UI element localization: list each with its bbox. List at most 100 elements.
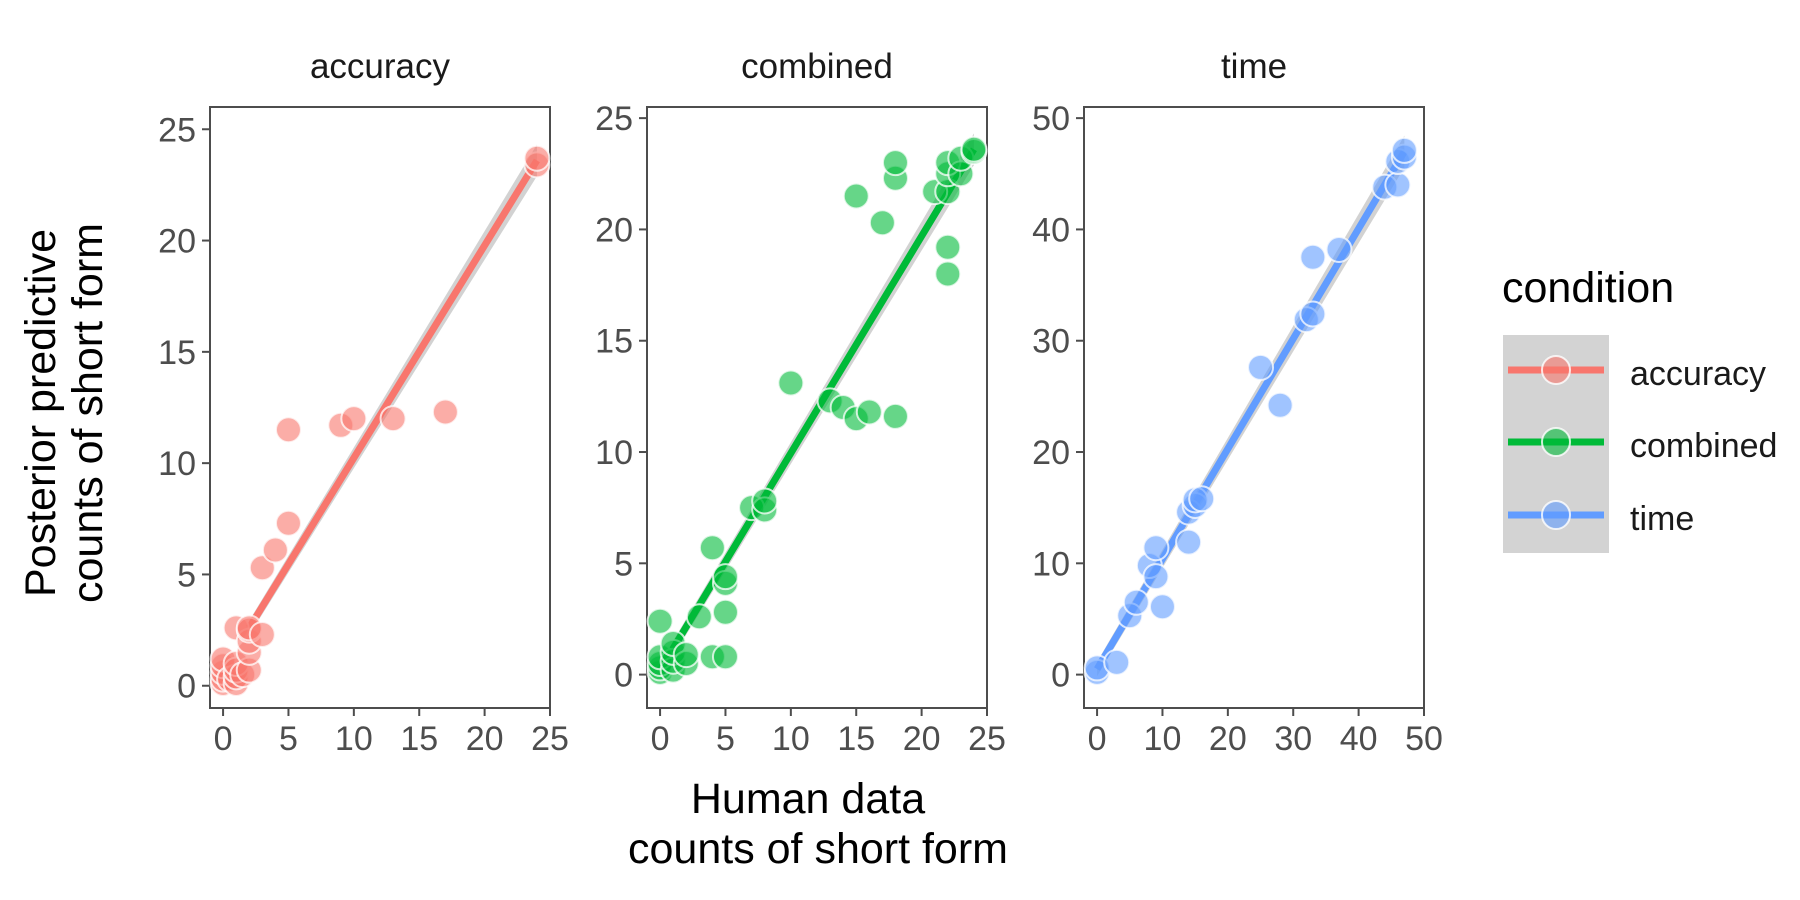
data-point-combined [646,607,674,635]
facet-title-time: time [1221,47,1287,86]
x-tick-label: 25 [531,720,569,758]
data-point-time [1142,534,1170,562]
data-point-combined [711,563,739,591]
y-tick-label: 5 [177,556,196,594]
x-tick-label: 20 [903,720,941,758]
legend-label-time: time [1630,500,1694,538]
data-point-combined [934,260,962,288]
y-axis-title-line2: counts of short form [64,223,112,603]
panel-frame-accuracy [209,106,551,709]
y-tick-label: 20 [595,211,633,249]
data-point-combined [855,398,883,426]
panel-time: time 0 10 20 30 40 50 0 10 20 30 40 50 [1032,47,1443,758]
data-point-time [1266,391,1294,419]
y-tick-label: 0 [614,657,633,695]
legend-keys [1508,355,1604,530]
legend-key-point [1541,500,1571,530]
data-point-time [1299,300,1327,328]
data-point-time [1384,171,1412,199]
data-point-combined [881,149,909,177]
y-tick-label: 10 [595,434,633,472]
y-tick-label: 50 [1032,100,1070,138]
y-axis-title-line1: Posterior predictive [17,229,65,597]
data-point-time [1299,243,1327,271]
data-point-combined [842,182,870,210]
data-point-accuracy [523,144,551,172]
data-point-accuracy [379,405,407,433]
legend-label-combined: combined [1630,427,1777,465]
x-tick-label: 20 [1209,720,1247,758]
data-point-accuracy [248,621,276,649]
y-tick-label: 10 [1032,545,1070,583]
data-point-combined [711,598,739,626]
data-point-combined [711,643,739,671]
facet-title-combined: combined [741,47,893,86]
legend: condition accuracy combined time [1502,264,1777,553]
data-point-combined [934,233,962,261]
data-point-time [1142,563,1170,591]
panel-accuracy: accuracy 0 5 10 15 20 25 0 5 10 15 20 25 [158,47,569,758]
data-point-combined [960,135,988,163]
legend-title: condition [1502,264,1674,312]
x-tick-label: 40 [1340,720,1378,758]
x-tick-label: 20 [466,720,504,758]
x-tick-label: 0 [1088,720,1107,758]
y-tick-label: 15 [158,334,196,372]
x-tick-label: 0 [214,720,233,758]
data-point-combined [751,487,779,515]
panels-layer: accuracy 0 5 10 15 20 25 0 5 10 15 20 25 combined 0 5 10… [158,47,1443,758]
data-point-accuracy [340,405,368,433]
data-point-accuracy [274,416,302,444]
data-point-combined [672,641,700,669]
data-point-accuracy [431,398,459,426]
y-tick-label: 0 [1051,657,1070,695]
data-point-time [1188,485,1216,513]
data-point-combined [698,534,726,562]
y-tick-label: 10 [158,445,196,483]
x-tick-label: 30 [1274,720,1312,758]
y-tick-label: 40 [1032,211,1070,249]
legend-key-point [1541,355,1571,385]
legend-label-accuracy: accuracy [1630,355,1766,393]
y-tick-label: 25 [158,111,196,149]
x-tick-label: 10 [335,720,373,758]
x-tick-label: 15 [837,720,875,758]
x-axis-title-line1: Human data [691,775,925,823]
data-point-combined [881,402,909,430]
y-tick-label: 25 [595,100,633,138]
x-axis-title-line2: counts of short form [628,825,1008,873]
x-tick-label: 25 [968,720,1006,758]
data-point-time [1390,136,1418,164]
legend-key-point [1541,427,1571,457]
data-point-time [1148,593,1176,621]
fit-line-accuracy [246,158,540,630]
panel-combined: combined 0 5 10 15 20 25 0 5 10 15 20 25 [595,47,1006,758]
y-tick-label: 15 [595,323,633,361]
x-tick-label: 10 [1144,720,1182,758]
facet-title-accuracy: accuracy [310,47,451,86]
data-point-time [1247,353,1275,381]
panel-frame-time [1083,106,1425,709]
y-tick-label: 5 [614,545,633,583]
x-tick-label: 0 [651,720,670,758]
data-point-time [1175,528,1203,556]
x-tick-label: 5 [279,720,298,758]
data-point-combined [685,603,713,631]
data-point-time [1325,235,1353,263]
data-point-combined [868,209,896,237]
data-point-accuracy [261,536,289,564]
y-tick-label: 20 [1032,434,1070,472]
fit-line-combined [657,147,977,672]
x-tick-label: 50 [1405,720,1443,758]
x-tick-label: 15 [400,720,438,758]
data-point-combined [777,369,805,397]
y-tick-label: 30 [1032,323,1070,361]
data-point-time [1103,648,1131,676]
panel-frame-combined [646,106,988,709]
x-tick-label: 5 [716,720,735,758]
y-tick-label: 0 [177,668,196,706]
data-point-accuracy [274,509,302,537]
x-tick-label: 10 [772,720,810,758]
data-point-time [1122,588,1150,616]
